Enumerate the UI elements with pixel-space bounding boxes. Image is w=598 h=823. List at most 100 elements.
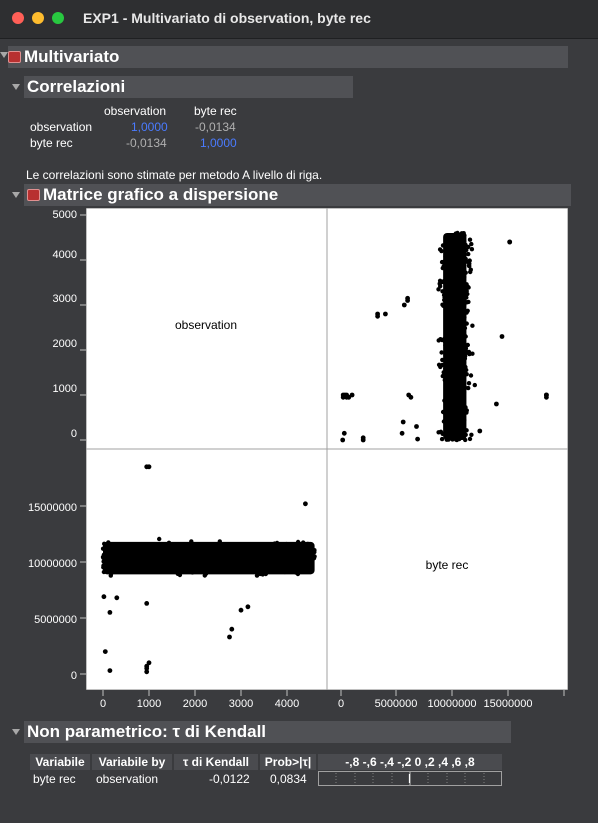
- scatter-matrix-plot[interactable]: observation byte rec: [86, 208, 568, 690]
- scatter-point: [115, 558, 120, 563]
- section-scatter-matrix[interactable]: Matrice grafico a dispersione: [24, 184, 571, 206]
- scatter-point: [101, 569, 107, 575]
- scatter-point: [452, 310, 458, 316]
- close-window-button[interactable]: [12, 12, 24, 24]
- scatter-point: [238, 547, 244, 552]
- section-correlazioni[interactable]: Correlazioni: [24, 76, 353, 98]
- scatter-point: [197, 562, 202, 567]
- scatter-point: [445, 271, 451, 276]
- section-kendall[interactable]: Non parametrico: τ di Kendall: [24, 721, 511, 743]
- scatter-point: [450, 435, 456, 440]
- scatter-point: [457, 395, 462, 400]
- scatter-point: [262, 568, 268, 573]
- scatter-point: [227, 634, 232, 640]
- red-triangle-menu-icon[interactable]: [8, 50, 21, 63]
- scatter-point: [179, 557, 184, 562]
- scatter-point: [159, 559, 164, 565]
- scatter-point: [177, 569, 182, 574]
- scatter-point: [447, 304, 453, 309]
- kendall-cell-tau: -0,0122: [209, 772, 250, 786]
- scatter-point: [261, 563, 267, 568]
- scatter-point: [439, 436, 445, 442]
- scatter-point: [218, 548, 223, 553]
- scatter-point: [189, 552, 195, 558]
- scatter-point: [445, 370, 450, 375]
- y-tick-label: 2000: [52, 338, 77, 350]
- scatter-point: [169, 564, 174, 569]
- kendall-col-header: τ di Kendall: [174, 754, 258, 770]
- scatter-point: [305, 556, 310, 562]
- scatter-point: [204, 567, 209, 572]
- scatter-point: [215, 551, 221, 557]
- scatter-point: [458, 304, 463, 309]
- scatter-point: [241, 543, 247, 548]
- scatter-point: [459, 231, 464, 236]
- x-tick-label: 0: [337, 698, 345, 710]
- scatter-point: [451, 427, 457, 432]
- scatter-point: [188, 542, 193, 547]
- minimize-window-button[interactable]: [32, 12, 44, 24]
- section-kendall-label: Non parametrico: τ di Kendall: [27, 722, 267, 741]
- scatter-point: [452, 390, 457, 395]
- x-tick-label: 4000: [274, 698, 300, 710]
- scatter-point: [128, 564, 134, 569]
- section-multivariato[interactable]: Multivariato: [8, 46, 568, 68]
- scatter-point: [440, 302, 445, 307]
- red-triangle-menu-icon[interactable]: [27, 188, 40, 201]
- scatter-point: [254, 573, 260, 578]
- scatter-point: [456, 344, 461, 349]
- scatter-point: [453, 293, 459, 298]
- scatter-point: [281, 542, 286, 547]
- scatter-point: [455, 270, 460, 275]
- scatter-point: [460, 288, 465, 293]
- zoom-window-button[interactable]: [52, 12, 64, 24]
- scatter-point: [445, 319, 451, 324]
- scatter-point: [494, 401, 499, 407]
- multivariato-disclosure-icon[interactable]: [0, 52, 8, 58]
- scatter-point: [290, 562, 296, 567]
- scatter-point: [290, 543, 296, 548]
- scatter-point: [456, 434, 461, 439]
- scatter-point: [465, 342, 470, 348]
- scatter-point: [463, 348, 468, 353]
- scatter-point: [462, 353, 467, 359]
- scatter-point: [162, 567, 167, 572]
- scatter-point: [103, 548, 109, 554]
- scatter-point: [146, 660, 152, 666]
- scatter-point: [477, 428, 483, 434]
- scatter-point: [457, 368, 462, 373]
- scatter-point: [439, 259, 445, 265]
- scatter-point: [149, 565, 155, 570]
- x-tick-label: 1000: [136, 698, 162, 710]
- scatter-point: [208, 552, 214, 558]
- y-tick-label: 3000: [52, 293, 77, 305]
- scatter-point: [405, 298, 410, 303]
- scatter-point: [242, 562, 247, 567]
- scatter-point: [461, 390, 467, 395]
- scatter-point: [222, 555, 228, 560]
- scatter-point: [461, 312, 467, 317]
- kendall-col-header: Variabile: [30, 754, 90, 770]
- scatter-point: [303, 501, 308, 507]
- scatter-point: [472, 382, 477, 388]
- scatter-point: [288, 566, 293, 571]
- corr-row-label: byte rec: [30, 136, 73, 150]
- scatter-point: [466, 244, 471, 250]
- scatter-point: [441, 279, 446, 284]
- scatter-point: [469, 241, 474, 247]
- point-cloud-bottom-left: [100, 536, 317, 578]
- correlazioni-disclosure-icon[interactable]: [12, 84, 20, 90]
- kendall-disclosure-icon[interactable]: [12, 729, 20, 735]
- scatter-point: [229, 626, 235, 632]
- scatter-point: [227, 552, 232, 558]
- scatter-point: [445, 407, 450, 412]
- scatter-point: [448, 414, 454, 419]
- scatter-point: [144, 663, 150, 669]
- scatter-point: [104, 553, 109, 558]
- x-tick-label: 10000000: [427, 698, 477, 710]
- scatter-point: [245, 604, 251, 610]
- scatter-point: [293, 570, 299, 575]
- scatter-point: [153, 543, 159, 548]
- scatter-point: [456, 350, 462, 355]
- scatter-disclosure-icon[interactable]: [12, 192, 20, 198]
